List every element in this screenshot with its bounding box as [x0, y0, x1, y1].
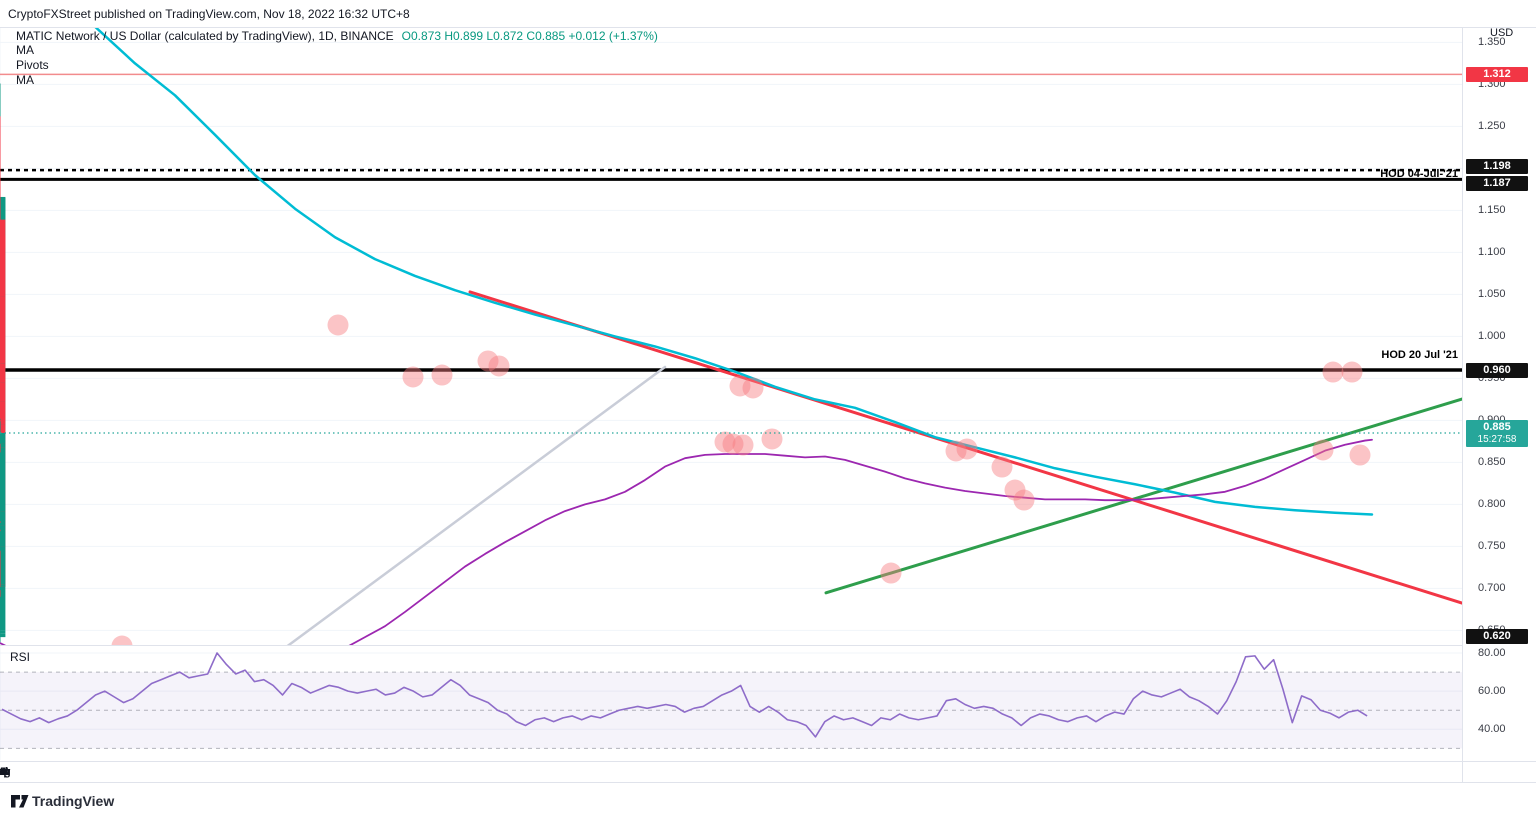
- rsi-tick-label: 80.00: [1478, 647, 1506, 659]
- price-badge-0.960: 0.960: [1466, 362, 1528, 378]
- candlestick: [0, 536, 6, 585]
- trendline-green-ascending: [824, 397, 1462, 595]
- time-tick-label: Sep: [0, 766, 11, 778]
- candlestick: [0, 633, 6, 638]
- signal-circle: [402, 366, 424, 388]
- ohlc-values: O0.873 H0.899 L0.872 C0.885 +0.012 (+1.3…: [401, 29, 658, 43]
- signal-circle: [111, 635, 133, 645]
- signal-circle: [1013, 489, 1035, 511]
- legend-ma1[interactable]: MA: [16, 43, 34, 57]
- footer-separator: [0, 782, 1536, 783]
- price-tick-label: 1.050: [1478, 288, 1506, 301]
- time-tick-label: 12: [0, 766, 7, 778]
- ma-purple-stub: [0, 642, 7, 645]
- time-tick-label: 19: [0, 766, 7, 778]
- candlestick: [0, 433, 6, 444]
- scale-separator: [1462, 28, 1463, 782]
- price-badge-0.885: 0.885 15:27:58: [1466, 419, 1528, 447]
- ma-purple-line: [348, 438, 1373, 645]
- time-tick-label: 14: [0, 766, 7, 778]
- signal-circle: [722, 433, 744, 455]
- price-badge-1.187: 1.187: [1466, 175, 1528, 191]
- candlestick: [0, 363, 6, 397]
- signal-circle: [742, 377, 764, 399]
- candlestick: [0, 522, 6, 547]
- pane-separator[interactable]: [0, 645, 1462, 646]
- price-badge-0.620: 0.620: [1466, 628, 1528, 644]
- candlestick: [0, 574, 6, 631]
- signal-circle: [1322, 361, 1344, 383]
- legend-symbol-row[interactable]: MATIC Network / US Dollar (calculated by…: [16, 29, 658, 43]
- time-tick-label: 24: [0, 766, 7, 778]
- countdown-timer: 15:27:58: [1477, 433, 1517, 445]
- header-separator: [0, 27, 1536, 28]
- trendline-gray-ascending: [286, 365, 667, 645]
- legend-pivots[interactable]: Pivots: [16, 58, 49, 72]
- signal-circle: [488, 355, 510, 377]
- price-tick-label: 1.350: [1478, 36, 1506, 49]
- signal-circle: [729, 375, 751, 397]
- time-tick-label: 23: [0, 766, 7, 778]
- candlestick: [0, 235, 6, 297]
- hod-jul4-label: HOD 04-Jul-'21: [1380, 168, 1458, 180]
- candlestick: [0, 296, 6, 364]
- signal-circle: [1004, 479, 1026, 501]
- rsi-tick-label: 60.00: [1478, 685, 1506, 698]
- rsi-pane-label[interactable]: RSI: [10, 650, 31, 664]
- trendline-red-descending: [468, 290, 1462, 605]
- signal-circle: [327, 314, 349, 336]
- time-tick-label: 10: [0, 766, 7, 778]
- candlestick: [0, 382, 6, 402]
- signal-circle: [431, 364, 453, 386]
- rsi-line: [1, 652, 1368, 738]
- price-tick-label: 1.150: [1478, 204, 1506, 217]
- tradingview-logo-icon[interactable]: [10, 792, 30, 810]
- price-tick-label: 1.250: [1478, 120, 1506, 133]
- signal-circle: [956, 438, 978, 460]
- time-tick-label: 15: [0, 766, 7, 778]
- price-tick-label: 0.700: [1478, 582, 1506, 595]
- symbol-title: MATIC Network / US Dollar (calculated by…: [16, 29, 394, 43]
- signal-circle: [880, 562, 902, 584]
- price-tick-label: 0.850: [1478, 456, 1506, 469]
- time-tick-label: 20: [0, 766, 7, 778]
- legend-ma2[interactable]: MA: [16, 73, 34, 87]
- time-tick-label: 11: [0, 766, 6, 778]
- signal-circle: [477, 350, 499, 372]
- signal-circle: [945, 440, 967, 462]
- time-tick-label: Nov: [0, 766, 11, 778]
- published-caption: CryptoFXStreet published on TradingView.…: [8, 7, 410, 21]
- signal-circle: [714, 431, 736, 453]
- price-tick-label: 0.750: [1478, 540, 1506, 553]
- price-badge-1.312: 1.312: [1466, 66, 1528, 82]
- price-badge-1.198: 1.198: [1466, 158, 1528, 174]
- signal-circle: [1349, 444, 1371, 466]
- ma-cyan-line: [94, 28, 1374, 516]
- signal-circle: [1341, 361, 1363, 383]
- signal-circle: [1312, 439, 1334, 461]
- rsi-tick-label: 40.00: [1478, 723, 1506, 736]
- time-tick-label: Oct: [0, 766, 10, 778]
- price-tick-label: 1.000: [1478, 330, 1506, 343]
- time-tick-label: 22: [0, 766, 7, 778]
- price-tick-label: 1.100: [1478, 246, 1506, 259]
- signal-circle: [761, 428, 783, 450]
- axis-separator: [0, 761, 1536, 762]
- tradingview-brand[interactable]: TradingView: [32, 793, 115, 809]
- time-tick-label: Aug: [0, 766, 11, 778]
- price-scale-currency: USD: [1490, 27, 1514, 39]
- candlestick: [0, 630, 6, 634]
- price-tick-label: 0.800: [1478, 498, 1506, 511]
- hod-jul20-label: HOD 20 Jul '21: [1381, 349, 1458, 361]
- signal-circle: [991, 456, 1013, 478]
- time-tick-label: Jul: [0, 766, 8, 778]
- signal-circle: [732, 434, 754, 456]
